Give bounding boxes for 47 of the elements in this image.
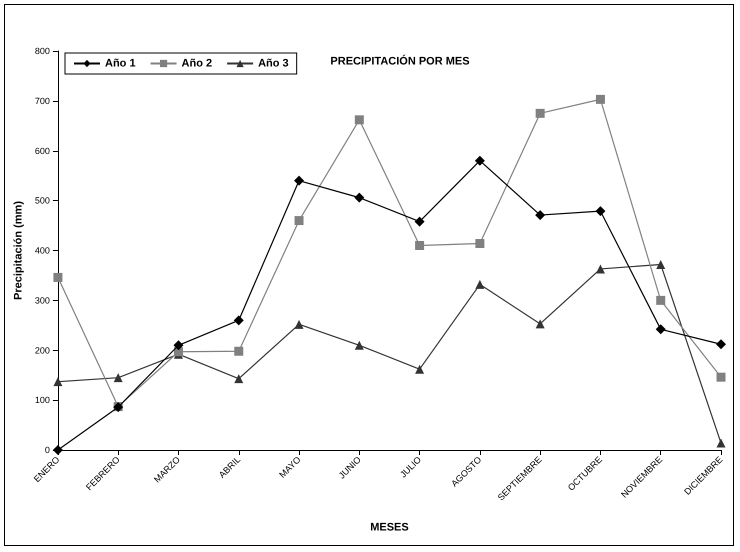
point [596,94,605,104]
point [475,280,484,289]
point [234,315,244,326]
y-tick-label: 300 [34,295,50,306]
point [415,241,424,250]
point [536,319,545,328]
y-tick-label: 600 [34,146,50,156]
point [294,216,304,226]
point [474,156,485,166]
point [656,296,666,305]
point [415,364,424,374]
x-axis-title: MESES [370,522,409,534]
point [716,438,726,448]
point [656,324,666,334]
point [475,239,484,248]
point [234,374,244,384]
point [234,346,244,356]
y-tick-label: 500 [34,196,50,206]
point [354,192,364,203]
legend-label: Año 1 [105,58,136,70]
point [595,206,606,216]
point [53,272,62,282]
y-axis-title: Precipitación (mm) [12,200,24,300]
y-tick-label: 400 [34,246,50,256]
chart-title: PRECIPITACIÓN POR MES [330,54,470,68]
legend-label: Año 2 [182,58,212,70]
point [716,339,726,350]
point [354,340,364,350]
point [596,264,605,274]
point [354,115,364,124]
point [656,260,666,269]
legend-label: Año 3 [258,58,289,70]
point [53,377,62,386]
y-tick-label: 800 [34,46,50,56]
point [52,445,63,455]
y-tick-label: 200 [34,345,50,356]
point [294,176,304,186]
point [536,108,545,118]
point [114,373,123,382]
point [535,210,546,220]
point [414,216,425,227]
y-tick-label: 0 [44,445,50,455]
point [173,340,184,350]
point [294,320,304,329]
point [716,372,726,382]
y-tick-label: 700 [34,96,50,106]
y-tick-label: 100 [34,395,50,406]
